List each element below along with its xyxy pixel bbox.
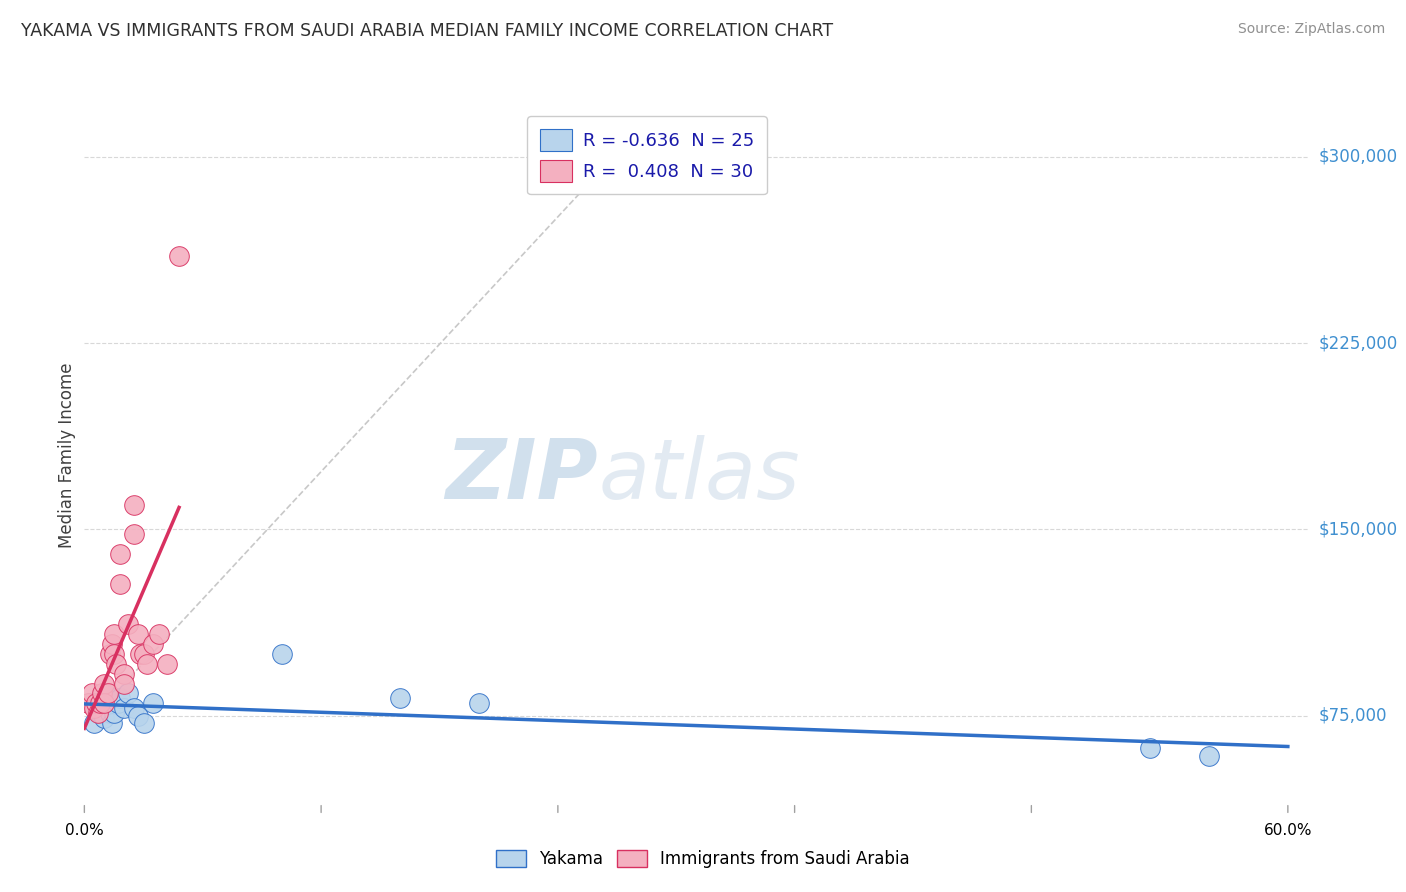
Point: [122, 498, 145, 512]
Point: [128, 647, 150, 661]
Point: [89, 706, 111, 721]
Point: [122, 527, 145, 541]
Point: [77, 697, 100, 711]
Point: [112, 676, 135, 690]
Text: Source: ZipAtlas.com: Source: ZipAtlas.com: [1237, 22, 1385, 37]
Point: [148, 627, 170, 641]
Point: [112, 701, 135, 715]
Point: [84, 697, 107, 711]
Text: $225,000: $225,000: [1319, 334, 1398, 352]
Point: [83, 716, 105, 731]
Point: [108, 691, 131, 706]
Point: [89, 697, 111, 711]
Point: [270, 647, 292, 661]
Point: [93, 676, 115, 690]
Point: [97, 686, 120, 700]
Point: [112, 666, 135, 681]
Legend: R = -0.636  N = 25, R =  0.408  N = 30: R = -0.636 N = 25, R = 0.408 N = 30: [527, 116, 766, 194]
Point: [389, 691, 412, 706]
Point: [103, 627, 125, 641]
Point: [108, 577, 131, 591]
Point: [93, 686, 115, 700]
Point: [103, 706, 125, 721]
Text: $75,000: $75,000: [1319, 706, 1388, 725]
Point: [1198, 748, 1220, 763]
Text: YAKAMA VS IMMIGRANTS FROM SAUDI ARABIA MEDIAN FAMILY INCOME CORRELATION CHART: YAKAMA VS IMMIGRANTS FROM SAUDI ARABIA M…: [21, 22, 834, 40]
Text: $300,000: $300,000: [1319, 148, 1398, 166]
Point: [83, 701, 105, 715]
Point: [127, 708, 149, 723]
Point: [93, 711, 115, 725]
Point: [142, 637, 165, 651]
Point: [103, 691, 125, 706]
Point: [98, 706, 121, 721]
Point: [79, 697, 101, 711]
Point: [132, 647, 155, 661]
Point: [122, 701, 145, 715]
Legend: Yakama, Immigrants from Saudi Arabia: Yakama, Immigrants from Saudi Arabia: [489, 843, 917, 875]
Point: [156, 657, 179, 671]
Text: ZIP: ZIP: [446, 435, 598, 516]
Point: [82, 686, 104, 700]
Point: [117, 616, 139, 631]
Text: 0.0%: 0.0%: [65, 822, 104, 838]
Point: [167, 249, 190, 263]
Point: [107, 697, 129, 711]
Point: [136, 657, 159, 671]
Point: [142, 697, 165, 711]
Point: [1139, 741, 1161, 756]
Point: [91, 697, 114, 711]
Point: [87, 706, 110, 721]
Point: [97, 697, 120, 711]
Point: [103, 647, 125, 661]
Text: 60.0%: 60.0%: [1264, 822, 1312, 838]
Point: [127, 627, 149, 641]
Point: [101, 637, 124, 651]
Y-axis label: Median Family Income: Median Family Income: [58, 362, 76, 548]
Point: [101, 716, 124, 731]
Text: atlas: atlas: [598, 435, 800, 516]
Point: [117, 686, 139, 700]
Point: [468, 697, 491, 711]
Point: [98, 647, 121, 661]
Point: [93, 697, 115, 711]
Text: $150,000: $150,000: [1319, 520, 1398, 539]
Point: [108, 547, 131, 561]
Point: [132, 716, 155, 731]
Point: [91, 686, 114, 700]
Point: [104, 657, 127, 671]
Point: [87, 701, 110, 715]
